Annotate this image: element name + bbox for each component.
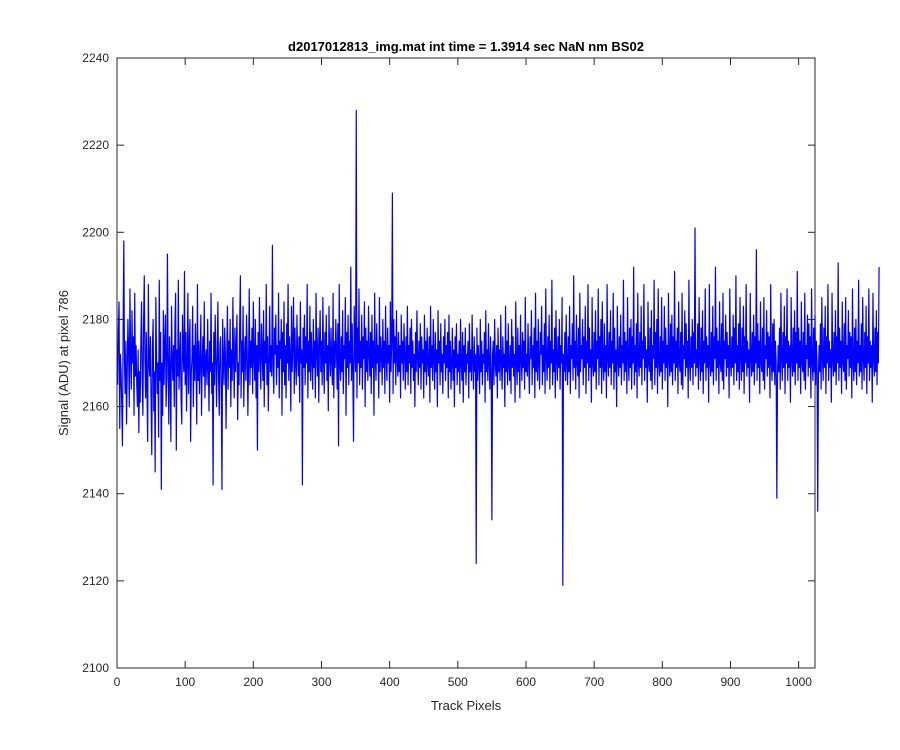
y-tick-label: 2160	[82, 400, 109, 414]
x-tick-label: 400	[380, 675, 400, 689]
y-axis-label: Signal (ADU) at pixel 786	[56, 290, 71, 436]
y-tick-label: 2180	[82, 312, 109, 326]
y-tick-label: 2200	[82, 225, 109, 239]
x-tick-label: 600	[516, 675, 536, 689]
y-axis: 2100 2120 2140 2160 2180 2200 2220 2240	[82, 51, 815, 675]
y-tick-label: 2220	[82, 138, 109, 152]
x-tick-label: 300	[311, 675, 331, 689]
x-tick-label: 900	[720, 675, 740, 689]
x-tick-label: 800	[652, 675, 672, 689]
x-tick-label: 100	[175, 675, 195, 689]
x-axis: 0 100 200 300 400 500 600 700 800 900 1000	[114, 58, 812, 689]
y-tick-label: 2100	[82, 661, 109, 675]
x-tick-label: 700	[584, 675, 604, 689]
series-line	[117, 109, 880, 586]
y-tick-label: 2120	[82, 574, 109, 588]
x-axis-label: Track Pixels	[431, 698, 502, 713]
x-tick-label: 200	[243, 675, 263, 689]
x-tick-label: 1000	[785, 675, 812, 689]
chart-title: d2017012813_img.mat int time = 1.3914 se…	[288, 39, 644, 54]
y-tick-label: 2140	[82, 487, 109, 501]
y-tick-label: 2240	[82, 51, 109, 65]
x-tick-label: 500	[448, 675, 468, 689]
x-tick-label: 0	[114, 675, 121, 689]
